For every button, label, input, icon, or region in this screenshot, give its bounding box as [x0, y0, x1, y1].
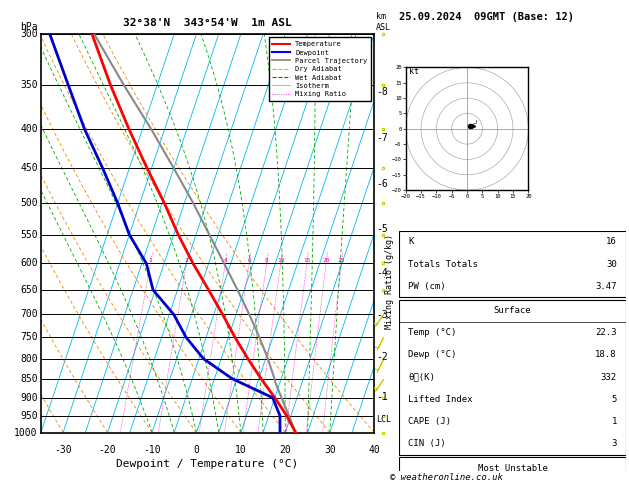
Text: -20: -20: [99, 445, 116, 455]
Text: 332: 332: [601, 373, 617, 382]
Text: 700: 700: [20, 310, 38, 319]
FancyBboxPatch shape: [399, 300, 626, 454]
Text: 40: 40: [369, 445, 380, 455]
Text: 350: 350: [20, 80, 38, 90]
Text: Most Unstable: Most Unstable: [477, 464, 548, 472]
Text: CIN (J): CIN (J): [408, 439, 446, 448]
Text: 750: 750: [20, 332, 38, 342]
Text: 950: 950: [20, 411, 38, 420]
Text: -10: -10: [143, 445, 161, 455]
Text: © weatheronline.co.uk: © weatheronline.co.uk: [390, 473, 503, 482]
Text: -4: -4: [376, 268, 388, 278]
Text: 800: 800: [20, 354, 38, 364]
Text: K: K: [408, 238, 414, 246]
Text: 30: 30: [324, 445, 336, 455]
Text: 1: 1: [148, 258, 152, 263]
Text: hPa: hPa: [20, 21, 38, 32]
Text: 20: 20: [323, 258, 330, 263]
Text: Surface: Surface: [494, 306, 532, 315]
FancyBboxPatch shape: [399, 231, 626, 297]
Text: -7: -7: [376, 133, 388, 143]
FancyBboxPatch shape: [399, 457, 626, 486]
Text: 650: 650: [20, 285, 38, 295]
Text: Temp (°C): Temp (°C): [408, 329, 457, 337]
Text: PW (cm): PW (cm): [408, 282, 446, 291]
Text: 3.47: 3.47: [595, 282, 617, 291]
Text: -1: -1: [376, 392, 388, 402]
Text: -30: -30: [54, 445, 72, 455]
Text: 25: 25: [338, 258, 345, 263]
Text: 550: 550: [20, 230, 38, 240]
Text: 1: 1: [611, 417, 617, 426]
Text: 32°38'N  343°54'W  1m ASL: 32°38'N 343°54'W 1m ASL: [123, 18, 292, 28]
Text: Dewpoint / Temperature (°C): Dewpoint / Temperature (°C): [116, 459, 299, 469]
Text: 8: 8: [265, 258, 269, 263]
Text: 10: 10: [277, 258, 284, 263]
Text: Dewp (°C): Dewp (°C): [408, 350, 457, 360]
Text: -5: -5: [376, 224, 388, 234]
Text: 22.3: 22.3: [595, 329, 617, 337]
Text: -6: -6: [376, 179, 388, 189]
Text: 16: 16: [606, 238, 617, 246]
Text: km
ASL: km ASL: [376, 12, 391, 32]
Text: kt: kt: [409, 67, 419, 76]
Text: Mixing Ratio (g/kg): Mixing Ratio (g/kg): [386, 234, 394, 329]
Text: 6: 6: [247, 258, 251, 263]
Text: 15: 15: [303, 258, 311, 263]
Text: 20: 20: [279, 445, 291, 455]
Text: 1000: 1000: [14, 428, 38, 437]
Text: CAPE (J): CAPE (J): [408, 417, 452, 426]
Text: θᴄ(K): θᴄ(K): [408, 373, 435, 382]
Text: 850: 850: [20, 374, 38, 384]
Text: 300: 300: [20, 29, 38, 39]
Text: Lifted Index: Lifted Index: [408, 395, 473, 404]
Text: -3: -3: [376, 310, 388, 320]
Text: 18.8: 18.8: [595, 350, 617, 360]
Legend: Temperature, Dewpoint, Parcel Trajectory, Dry Adiabat, Wet Adiabat, Isotherm, Mi: Temperature, Dewpoint, Parcel Trajectory…: [269, 37, 370, 101]
Text: 2: 2: [185, 258, 189, 263]
Text: -2: -2: [376, 351, 388, 362]
Text: Totals Totals: Totals Totals: [408, 260, 478, 269]
Text: 0: 0: [194, 445, 199, 455]
Text: LCL: LCL: [376, 415, 391, 423]
Text: 400: 400: [20, 124, 38, 134]
Text: 600: 600: [20, 259, 38, 268]
Text: 5: 5: [611, 395, 617, 404]
Text: -8: -8: [376, 87, 388, 97]
Text: 4: 4: [223, 258, 227, 263]
Text: 25.09.2024  09GMT (Base: 12): 25.09.2024 09GMT (Base: 12): [399, 12, 574, 22]
Text: 10: 10: [235, 445, 247, 455]
Text: 30: 30: [606, 260, 617, 269]
Text: 3: 3: [611, 439, 617, 448]
Text: 500: 500: [20, 198, 38, 208]
Text: 900: 900: [20, 393, 38, 403]
Text: 450: 450: [20, 163, 38, 173]
